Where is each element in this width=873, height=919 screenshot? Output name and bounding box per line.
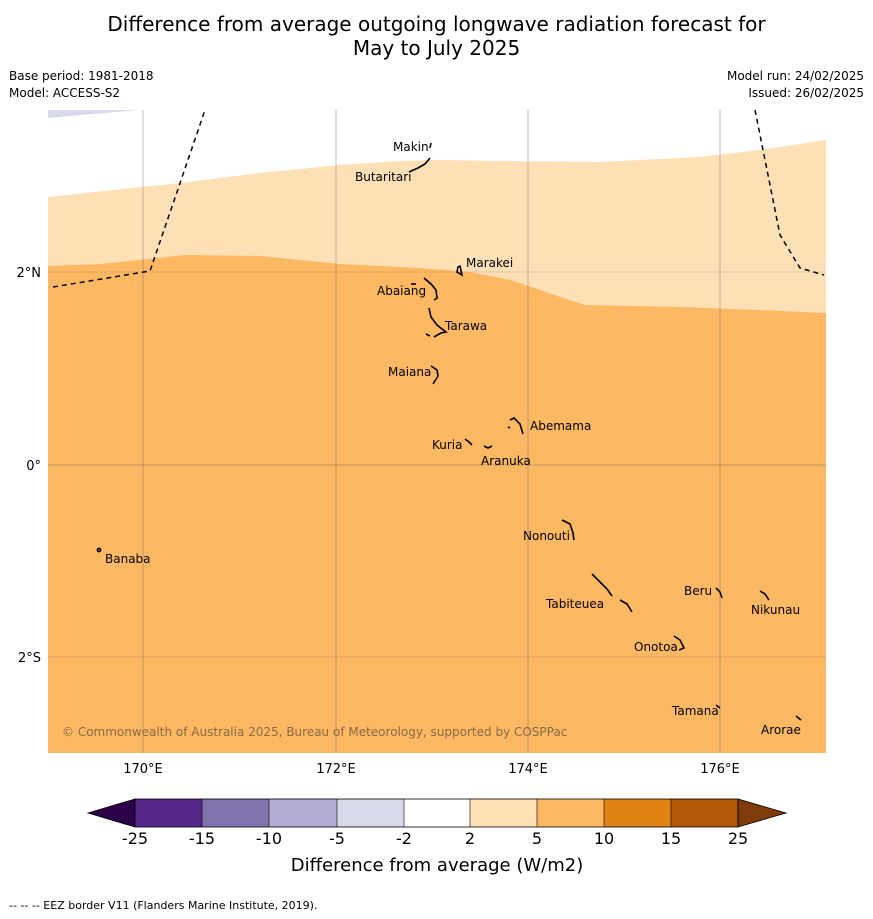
eez-footnote: -- -- -- EEZ border V11 (Flanders Marine… <box>9 899 318 912</box>
title-line-2: May to July 2025 <box>352 36 521 60</box>
colorbar-tick-5: -2 <box>396 829 412 848</box>
map-title: Difference from average outgoing longwav… <box>0 12 873 60</box>
colorbar-tick-2: -15 <box>189 829 215 848</box>
place-label-onotoa: Onotoa <box>634 640 678 654</box>
lon-label-174e: 174°E <box>508 762 548 777</box>
lat-axis-labels: 2°N 0° 2°S <box>17 266 42 666</box>
colorbar-ticks: -25 -15 -10 -5 -2 2 5 10 15 25 <box>122 829 748 848</box>
place-label-maiana: Maiana <box>388 365 431 379</box>
colorbar-tick-9: 15 <box>661 829 681 848</box>
colorbar-bin-3 <box>269 799 337 827</box>
place-label-butaritari: Butaritari <box>355 170 412 184</box>
place-label-tabiteuea: Tabiteuea <box>545 597 604 611</box>
colorbar-bin-7 <box>537 799 604 827</box>
lat-label-2s: 2°S <box>18 651 41 666</box>
colorbar-outline <box>134 798 739 828</box>
map-panel: Makin Butaritari Marakei Abaiang Tarawa … <box>48 110 826 753</box>
colorbar-bin-5 <box>404 799 470 827</box>
place-label-beru: Beru <box>684 584 712 598</box>
colorbar-tick-8: 10 <box>594 829 614 848</box>
colorbar-bin-1 <box>135 799 202 827</box>
lat-label-0: 0° <box>26 459 41 474</box>
issued-date: Issued: 26/02/2025 <box>748 86 864 100</box>
colorbar-tick-10: 25 <box>728 829 748 848</box>
colorbar-bin-4 <box>337 799 404 827</box>
place-label-nonouti: Nonouti <box>523 529 570 543</box>
anomaly-fill-neutral <box>48 110 826 197</box>
place-label-marakei: Marakei <box>466 256 513 270</box>
colorbar-tick-4: -5 <box>329 829 345 848</box>
lon-label-172e: 172°E <box>316 762 356 777</box>
title-line-1: Difference from average outgoing longwav… <box>107 12 766 36</box>
place-label-makin: Makin <box>393 140 429 154</box>
colorbar-title: Difference from average (W/m2) <box>291 855 583 876</box>
place-labels: Makin Butaritari Marakei Abaiang Tarawa … <box>105 140 801 737</box>
colorbar-bin-8 <box>604 799 671 827</box>
colorbar-bin-2 <box>202 799 269 827</box>
colorbar-tick-7: 5 <box>532 829 542 848</box>
colorbar-tick-3: -10 <box>256 829 282 848</box>
anomaly-fill-negative <box>48 110 138 118</box>
place-label-arorae: Arorae <box>761 723 801 737</box>
model-run: Model run: 24/02/2025 <box>726 69 864 83</box>
model-name: Model: ACCESS-S2 <box>9 86 121 100</box>
colorbar-dividers <box>201 799 672 827</box>
colorbar-tick-6: 2 <box>465 829 475 848</box>
colorbar-extend-high <box>737 798 788 828</box>
place-label-aranuka: Aranuka <box>481 454 531 468</box>
island-outlines <box>96 142 802 721</box>
place-label-tamana: Tamana <box>671 704 719 718</box>
place-label-tarawa: Tarawa <box>444 319 487 333</box>
colorbar-tick-1: -25 <box>122 829 148 848</box>
lon-label-176e: 176°E <box>700 762 740 777</box>
place-label-kuria: Kuria <box>432 438 463 452</box>
eez-border <box>52 110 825 288</box>
place-label-banaba: Banaba <box>105 552 151 566</box>
colorbar-bin-6 <box>470 799 537 827</box>
place-label-abemama: Abemama <box>530 419 591 433</box>
place-label-nikunau: Nikunau <box>751 603 800 617</box>
base-period: Base period: 1981-2018 <box>9 69 154 83</box>
colorbar-extend-low <box>86 798 136 828</box>
place-label-abaiang: Abaiang <box>377 284 426 298</box>
gridlines <box>48 110 826 753</box>
meta-left: Base period: 1981-2018 Model: ACCESS-S2 <box>9 68 154 102</box>
meta-right: Model run: 24/02/2025 Issued: 26/02/2025 <box>727 68 864 102</box>
copyright-notice: © Commonwealth of Australia 2025, Bureau… <box>62 725 567 739</box>
lon-axis-labels: 170°E 172°E 174°E 176°E <box>123 762 740 777</box>
lat-label-2n: 2°N <box>17 266 42 281</box>
colorbar: -25 -15 -10 -5 -2 2 5 10 15 25 Differenc… <box>86 798 788 876</box>
colorbar-bin-9 <box>671 799 738 827</box>
lon-label-170e: 170°E <box>123 762 163 777</box>
